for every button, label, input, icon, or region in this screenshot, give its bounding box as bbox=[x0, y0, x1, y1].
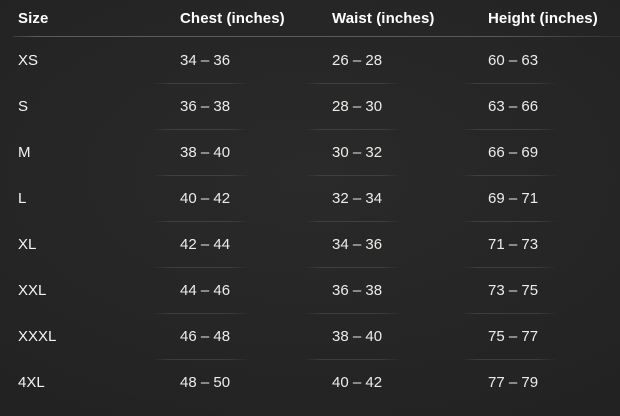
column-header-size: Size bbox=[18, 10, 49, 27]
size-cell: XL bbox=[18, 235, 37, 253]
table-row: XS 34 – 36 26 – 28 60 – 63 bbox=[0, 37, 620, 83]
size-cell: S bbox=[18, 97, 29, 115]
chest-cell: 44 – 46 bbox=[152, 267, 314, 313]
waist-cell: 40 – 42 bbox=[304, 359, 470, 405]
size-cell: XXL bbox=[18, 281, 47, 299]
size-cell: 4XL bbox=[18, 373, 45, 391]
height-cell: 66 – 69 bbox=[460, 129, 620, 175]
size-cell: XS bbox=[18, 51, 39, 69]
height-cell: 69 – 71 bbox=[460, 175, 620, 221]
table-row: S 36 – 38 28 – 30 63 – 66 bbox=[0, 83, 620, 129]
waist-cell: 38 – 40 bbox=[304, 313, 470, 359]
table-row: 4XL 48 – 50 40 – 42 77 – 79 bbox=[0, 359, 620, 405]
chest-cell: 42 – 44 bbox=[152, 221, 314, 267]
waist-cell: 32 – 34 bbox=[304, 175, 470, 221]
height-cell: 63 – 66 bbox=[460, 83, 620, 129]
height-cell: 75 – 77 bbox=[460, 313, 620, 359]
chest-cell: 34 – 36 bbox=[180, 51, 231, 69]
height-cell: 60 – 63 bbox=[488, 51, 539, 69]
waist-cell: 36 – 38 bbox=[304, 267, 470, 313]
column-header-waist: Waist (inches) bbox=[332, 10, 435, 27]
size-cell: M bbox=[18, 143, 31, 161]
waist-cell: 34 – 36 bbox=[304, 221, 470, 267]
size-chart-table: Size Chest (inches) Waist (inches) Heigh… bbox=[0, 0, 620, 405]
table-header-row: Size Chest (inches) Waist (inches) Heigh… bbox=[0, 0, 620, 37]
table-row: M 38 – 40 30 – 32 66 – 69 bbox=[0, 129, 620, 175]
height-cell: 77 – 79 bbox=[460, 359, 620, 405]
table-row: XL 42 – 44 34 – 36 71 – 73 bbox=[0, 221, 620, 267]
height-cell: 73 – 75 bbox=[460, 267, 620, 313]
chest-cell: 40 – 42 bbox=[152, 175, 314, 221]
header-divider bbox=[13, 36, 620, 37]
waist-cell: 30 – 32 bbox=[304, 129, 470, 175]
chest-cell: 46 – 48 bbox=[152, 313, 314, 359]
column-header-height: Height (inches) bbox=[488, 10, 598, 27]
table-row: XXL 44 – 46 36 – 38 73 – 75 bbox=[0, 267, 620, 313]
height-cell: 71 – 73 bbox=[460, 221, 620, 267]
chest-cell: 36 – 38 bbox=[152, 83, 314, 129]
size-cell: L bbox=[18, 189, 27, 207]
chest-cell: 48 – 50 bbox=[152, 359, 314, 405]
table-row: L 40 – 42 32 – 34 69 – 71 bbox=[0, 175, 620, 221]
column-header-chest: Chest (inches) bbox=[180, 10, 285, 27]
waist-cell: 26 – 28 bbox=[332, 51, 383, 69]
waist-cell: 28 – 30 bbox=[304, 83, 470, 129]
chest-cell: 38 – 40 bbox=[152, 129, 314, 175]
table-row: XXXL 46 – 48 38 – 40 75 – 77 bbox=[0, 313, 620, 359]
size-cell: XXXL bbox=[18, 327, 57, 345]
